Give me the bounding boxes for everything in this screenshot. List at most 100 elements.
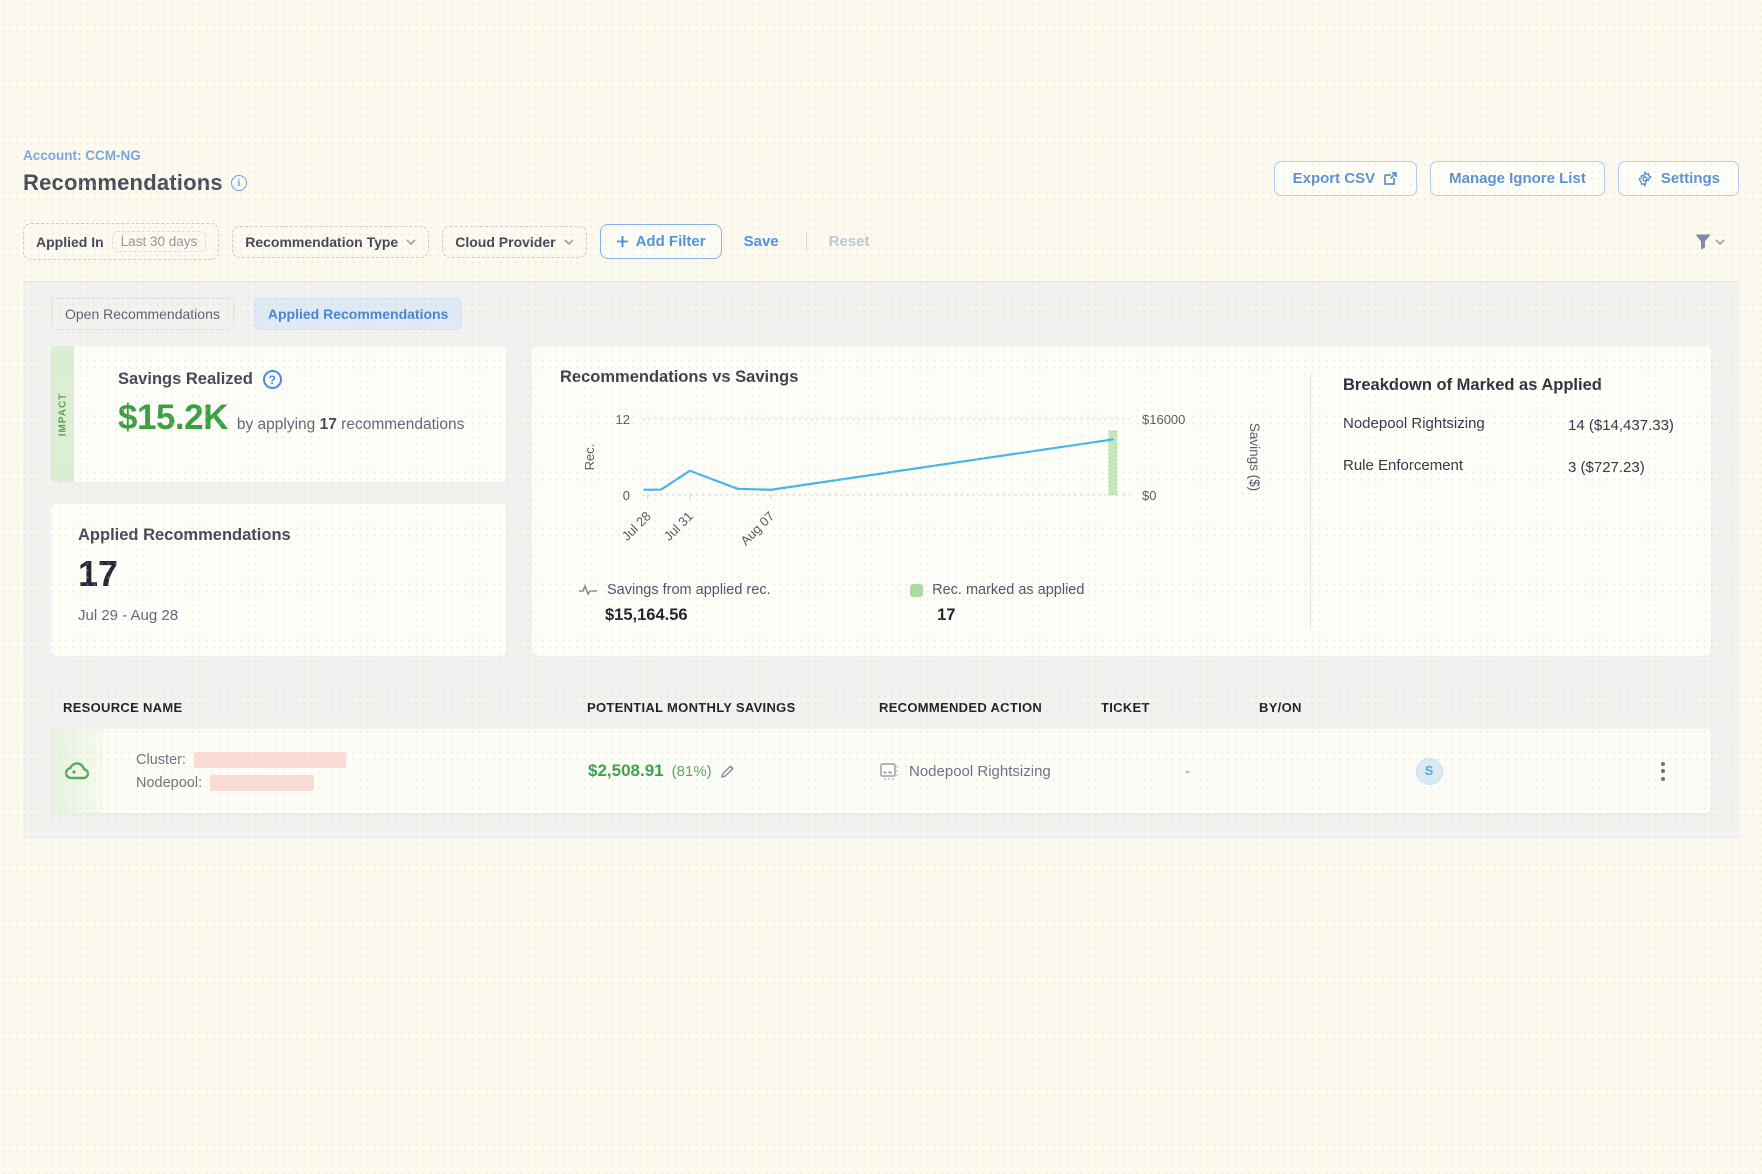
chevron-down-icon <box>1715 238 1725 245</box>
cluster-label: Cluster: <box>136 751 186 768</box>
user-avatar-badge[interactable]: S <box>1415 757 1443 785</box>
reset-filter-button[interactable]: Reset <box>828 233 870 250</box>
filter-recommendation-type[interactable]: Recommendation Type <box>232 225 430 258</box>
applied-in-label: Applied In <box>36 233 104 250</box>
chart-legend: Savings from applied rec. $15,164.56 Rec… <box>560 582 1300 625</box>
edit-icon[interactable] <box>720 764 735 779</box>
legend-line-label: Savings from applied rec. <box>607 582 771 598</box>
nodepool-label: Nodepool: <box>136 774 203 791</box>
manage-ignore-list-button[interactable]: Manage Ignore List <box>1430 161 1605 196</box>
recommendation-type-label: Recommendation Type <box>245 233 399 250</box>
svg-text:Savings ($): Savings ($) <box>1247 423 1262 491</box>
breakdown-panel: Breakdown of Marked as Applied Nodepool … <box>1311 368 1711 634</box>
breakdown-row-value: 3 ($727.23) <box>1568 458 1645 476</box>
savings-desc-count: 17 <box>319 416 337 433</box>
divider <box>1310 372 1311 630</box>
applied-recommendations-section: Open Recommendations Applied Recommendat… <box>23 282 1739 839</box>
applied-card-title: Applied Recommendations <box>78 526 291 544</box>
applied-in-value[interactable]: Last 30 days <box>111 231 207 252</box>
impact-strip: IMPACT <box>51 346 74 482</box>
page-header: Account: CCM-NG Recommendations i Export… <box>23 0 1739 196</box>
export-csv-button[interactable]: Export CSV <box>1273 161 1418 196</box>
add-filter-label: Add Filter <box>635 233 706 250</box>
settings-button[interactable]: Settings <box>1617 161 1739 196</box>
svg-text:$16000: $16000 <box>1142 412 1185 427</box>
savings-realized-card: IMPACT Savings Realized ? $15.2K by appl… <box>51 346 506 482</box>
row-menu-button[interactable] <box>1655 756 1671 787</box>
external-link-icon <box>1384 172 1397 185</box>
cloud-provider-label: Cloud Provider <box>455 233 556 250</box>
svg-text:Rec.: Rec. <box>582 444 597 471</box>
savings-realized-title: Savings Realized <box>118 370 253 388</box>
recommendations-tabs: Open Recommendations Applied Recommendat… <box>51 298 1711 330</box>
funnel-icon <box>1695 234 1711 250</box>
resource-type-strip <box>51 729 103 813</box>
savings-desc-prefix: by applying <box>236 416 316 433</box>
recommendations-page: Account: CCM-NG Recommendations i Export… <box>23 0 1739 839</box>
filter-bar: Applied In Last 30 days Recommendation T… <box>23 223 1739 282</box>
col-recommended-action: RECOMMENDED ACTION <box>879 700 1043 715</box>
add-filter-button[interactable]: Add Filter <box>599 224 722 259</box>
svg-text:$0: $0 <box>1142 488 1156 503</box>
title-info-icon[interactable]: i <box>230 175 247 191</box>
table-header: RESOURCE NAME POTENTIAL MONTHLY SAVINGS … <box>51 700 1711 729</box>
bar-series-icon <box>910 583 924 597</box>
help-icon[interactable]: ? <box>262 370 282 389</box>
legend-line-value: $15,164.56 <box>605 606 688 624</box>
svg-text:12: 12 <box>616 412 630 427</box>
divider <box>805 231 807 252</box>
recommendations-vs-savings-chart[interactable]: 12 0 Rec. $16000 $0 Savings ($) Jul 28 Jul 31 Au… <box>560 401 1300 578</box>
table-row[interactable]: Cluster: Nodepool: $2,508.91 (81%) <box>51 729 1711 813</box>
chart-card: Recommendations vs Savings 12 0 Rec. $16000… <box>532 346 1711 656</box>
impact-strip-label: IMPACT <box>57 392 68 436</box>
save-filter-button[interactable]: Save <box>743 233 779 250</box>
svg-text:Jul 28: Jul 28 <box>619 509 654 544</box>
breadcrumb-account[interactable]: Account: CCM-NG <box>23 148 141 163</box>
filter-cloud-provider[interactable]: Cloud Provider <box>442 225 587 258</box>
savings-cell: $2,508.91 (81%) <box>571 761 863 781</box>
filter-applied-in[interactable]: Applied In Last 30 days <box>23 223 220 260</box>
line-series-icon <box>579 584 597 596</box>
settings-label: Settings <box>1660 170 1720 187</box>
filter-panel-toggle[interactable] <box>1694 233 1739 250</box>
savings-amount: $2,508.91 <box>588 761 664 780</box>
recommended-action-cell: Nodepool Rightsizing <box>863 763 1085 780</box>
savings-realized-amount: $15.2K <box>118 398 228 437</box>
nodepool-value-redacted <box>210 774 315 791</box>
cluster-value-redacted <box>193 751 346 768</box>
recommendations-table: RESOURCE NAME POTENTIAL MONTHLY SAVINGS … <box>51 700 1711 813</box>
savings-desc-suffix: recommendations <box>341 416 465 433</box>
cloud-cluster-icon <box>64 762 90 780</box>
gear-icon <box>1638 170 1652 187</box>
svg-text:Aug 07: Aug 07 <box>737 509 777 549</box>
chevron-down-icon <box>564 238 574 245</box>
manage-ignore-list-label: Manage Ignore List <box>1449 170 1586 187</box>
legend-bar-value: 17 <box>937 606 956 624</box>
col-ticket: TICKET <box>1101 700 1150 715</box>
svg-text:Jul 31: Jul 31 <box>661 509 696 544</box>
recommended-action-label: Nodepool Rightsizing <box>909 762 1051 780</box>
ticket-cell: - <box>1185 762 1190 780</box>
applied-card-count: 17 <box>78 553 119 594</box>
col-by-on: BY/ON <box>1259 700 1302 715</box>
plus-icon <box>616 236 628 247</box>
col-potential-monthly-savings: POTENTIAL MONTHLY SAVINGS <box>587 700 796 715</box>
tab-open-recommendations[interactable]: Open Recommendations <box>51 298 234 330</box>
savings-percent: (81%) <box>671 762 712 780</box>
breakdown-title: Breakdown of Marked as Applied <box>1343 376 1602 394</box>
applied-recommendations-card: Applied Recommendations 17 Jul 29 - Aug … <box>51 504 506 656</box>
breakdown-row-label: Nodepool Rightsizing <box>1343 415 1485 432</box>
page-title: Recommendations <box>23 170 223 195</box>
applied-card-date-range: Jul 29 - Aug 28 <box>78 607 179 624</box>
col-resource-name: RESOURCE NAME <box>63 700 183 715</box>
chevron-down-icon <box>406 238 416 245</box>
breakdown-row-value: 14 ($14,437.33) <box>1568 417 1674 434</box>
by-on-cell: S <box>1243 757 1615 785</box>
legend-bar-label: Rec. marked as applied <box>932 582 1085 598</box>
chart-title: Recommendations vs Savings <box>560 368 799 386</box>
breakdown-row-label: Rule Enforcement <box>1343 456 1464 474</box>
resource-name-cell: Cluster: Nodepool: <box>103 751 571 791</box>
nodepool-icon <box>880 762 898 780</box>
export-csv-label: Export CSV <box>1292 170 1376 187</box>
tab-applied-recommendations[interactable]: Applied Recommendations <box>253 298 463 330</box>
